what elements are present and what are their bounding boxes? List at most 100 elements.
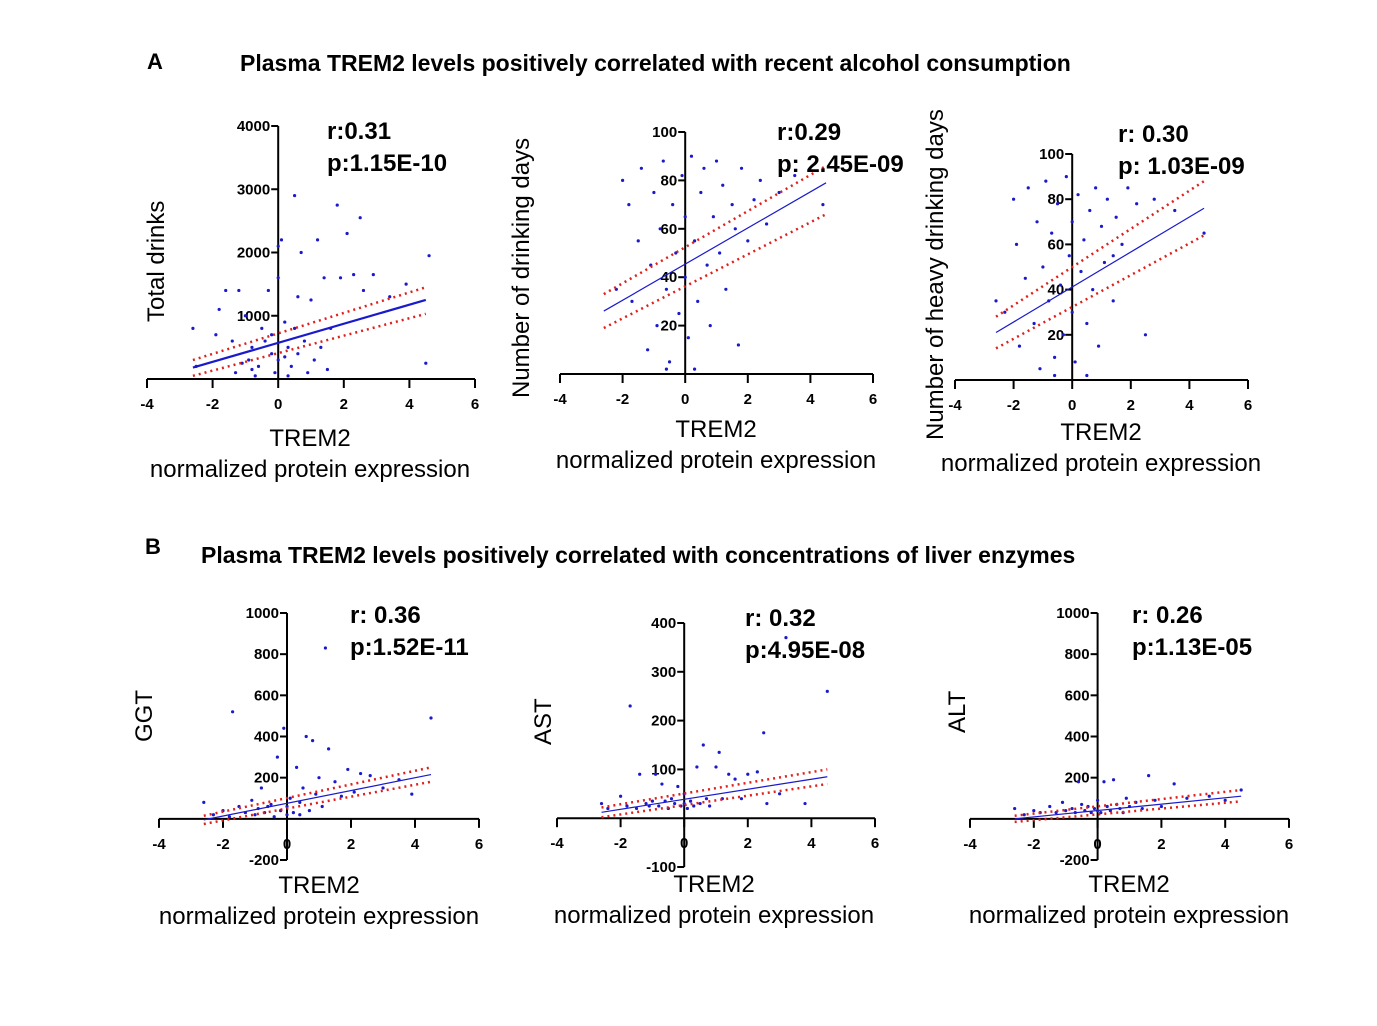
data-point [1223,798,1227,802]
data-point [696,299,700,303]
data-point [784,636,788,640]
data-point [1094,186,1098,190]
data-point [1085,321,1089,326]
data-point [1080,802,1084,807]
y-tick-label: 300 [651,664,676,681]
y-tick-label: -200 [1060,852,1090,869]
data-point [653,772,658,776]
x-axis-label-name: TREM2 [278,872,360,899]
data-point [680,173,684,178]
x-axis-label-units: normalized protein expression [940,450,1262,477]
y-axis-label: Total drinks [143,200,170,322]
data-point [361,288,366,293]
y-tick-label: 80 [661,172,678,189]
data-point [327,747,331,751]
y-tick-label: 200 [651,713,676,730]
data-point [1067,254,1071,258]
stat-r: r: 0.32 [745,605,816,632]
data-point [1022,813,1026,817]
data-point [655,324,659,328]
data-point [704,797,709,801]
data-point [638,772,642,776]
panel-a-title: Plasma TREM2 levels positively correlate… [240,50,1071,76]
data-point [692,239,697,243]
data-point [202,800,206,804]
data-point [658,227,662,231]
ci-upper-line [995,180,1205,318]
data-point [1135,202,1139,206]
ci-upper-line [603,164,827,296]
data-point [1053,355,1057,359]
data-point [276,358,280,362]
data-point [272,815,276,819]
data-point [283,320,287,324]
panel-b-letter: B [145,534,161,559]
data-point [1070,310,1074,314]
stat-r: r: 0.26 [1132,602,1203,629]
data-point [307,809,311,813]
y-tick-label: 60 [661,221,678,238]
regression-line [603,182,827,312]
data-point [368,774,372,778]
data-point [764,222,769,226]
data-point [358,216,362,220]
data-point [644,801,648,806]
x-axis-label: TREM2 normalized protein expression [516,414,916,476]
data-point [1064,175,1068,179]
regression-line [192,298,427,369]
y-axis-label: Number of heavy drinking days [922,109,949,440]
data-point [708,324,712,328]
data-point [1014,242,1019,246]
x-tick-label: -4 [550,835,564,852]
data-point [1070,806,1074,811]
data-point [671,203,675,207]
data-point [323,646,327,650]
data-point [619,794,623,798]
x-tick-label: -2 [206,396,219,413]
x-tick-label: 4 [806,391,815,408]
data-point [211,813,215,817]
x-tick-label: 0 [681,391,689,408]
x-tick-label: -2 [616,391,629,408]
data-point [752,198,756,202]
data-point [259,786,263,790]
data-point [1143,333,1148,337]
x-tick-label: -4 [553,391,567,408]
data-point [599,801,604,806]
regression-line [601,776,828,813]
data-point [708,804,712,808]
data-point [320,804,324,809]
data-point [291,811,295,815]
data-point [325,367,329,372]
data-point [1058,283,1063,287]
y-tick-label: 100 [651,761,676,778]
data-point [270,333,274,337]
data-point [345,231,349,236]
data-point [352,273,356,277]
data-point [312,358,316,362]
stat-r: r:0.31 [327,118,392,145]
x-tick-label: 4 [807,835,816,852]
x-tick-label: 4 [405,396,414,413]
data-point [1023,276,1027,280]
data-point [636,239,640,243]
data-point [276,276,280,280]
data-point [317,776,321,780]
data-point [217,307,221,312]
data-point [1091,288,1095,292]
x-tick-label: -4 [963,836,977,853]
data-point [1017,344,1022,348]
data-point [660,782,664,786]
data-point [739,797,744,801]
x-tick-label: 6 [869,391,877,408]
data-point [688,799,693,803]
data-point [319,345,323,349]
data-point [676,784,680,789]
data-point [683,215,687,219]
data-point [695,765,699,769]
data-point [359,771,363,776]
data-point [730,203,734,207]
data-point [1147,774,1151,778]
x-tick-label: 0 [1068,397,1076,414]
x-tick-label: 2 [1157,836,1165,853]
